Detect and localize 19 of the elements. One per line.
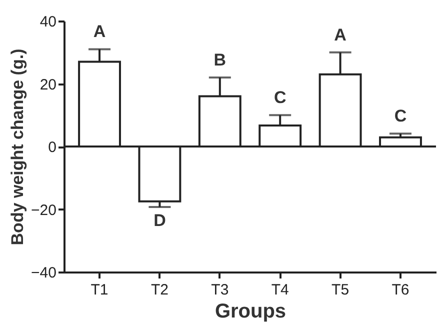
annotation: A bbox=[334, 25, 346, 44]
y-tick-label: 20 bbox=[40, 76, 56, 94]
x-tick-label: T5 bbox=[332, 282, 350, 298]
x-axis-title: Groups bbox=[214, 300, 286, 322]
x-tick-label: T4 bbox=[271, 282, 289, 298]
x-tick-label: T1 bbox=[90, 282, 108, 298]
annotation: C bbox=[394, 106, 407, 126]
x-tick-label: T6 bbox=[392, 282, 410, 298]
annotation: D bbox=[154, 211, 166, 230]
x-tick-label: T3 bbox=[211, 282, 229, 298]
y-tick-label: −20 bbox=[31, 202, 56, 219]
x-tick-label: T2 bbox=[150, 282, 168, 298]
y-tick-label: 40 bbox=[40, 14, 56, 30]
annotation: C bbox=[274, 88, 286, 108]
annotation: A bbox=[93, 22, 106, 42]
y-tick-label: 0 bbox=[48, 139, 56, 156]
y-tick-label: −40 bbox=[31, 264, 56, 282]
annotation: B bbox=[214, 50, 226, 70]
y-axis-title: Body weight change (g.) bbox=[8, 48, 28, 246]
